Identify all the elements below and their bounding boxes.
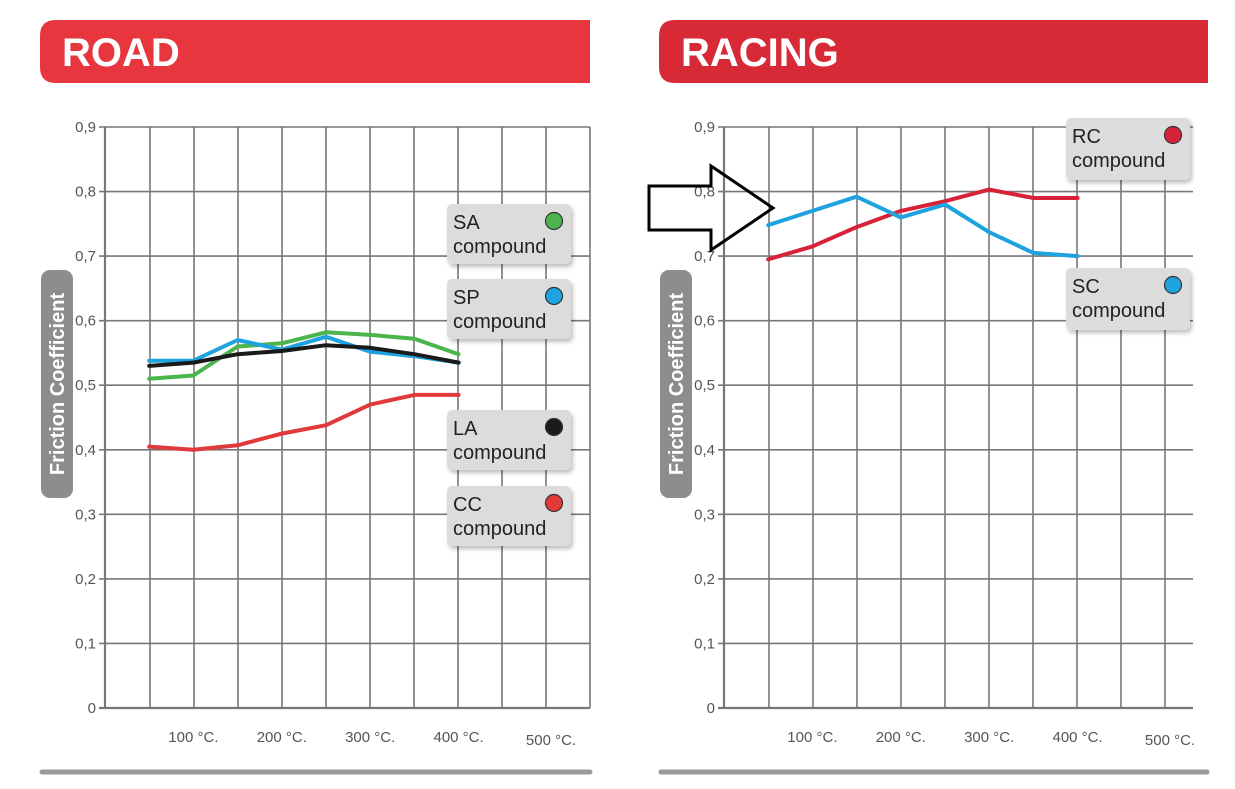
y-tick-label: 0,9 [694, 119, 715, 136]
legend-code: SA [453, 212, 480, 234]
series-group [147, 330, 461, 452]
legend-color-dot [544, 211, 564, 231]
legend-code: SC [1072, 276, 1100, 298]
y-axis-label-pill [41, 270, 73, 498]
y-tick-label: 0,5 [694, 377, 715, 394]
y-tick-label: 0,4 [75, 442, 96, 459]
series-line-la [147, 343, 461, 368]
series-line-sa [147, 330, 461, 381]
series-line-sc [766, 194, 1080, 259]
series-group [766, 187, 1080, 262]
chart-banner: RACING [659, 20, 1208, 83]
legend-word: compound [453, 236, 546, 258]
chart-banner: ROAD [40, 20, 590, 83]
y-tick-label: 0,9 [75, 119, 96, 136]
legend-code: SP [453, 287, 480, 309]
banner-background [659, 20, 1208, 83]
series-line-cc [147, 392, 461, 452]
banner-background [40, 20, 590, 83]
y-axis-label-text: Friction Coefficient [666, 293, 688, 476]
banner-title: RACING [681, 31, 839, 75]
x-tick-label: 400 °C. [1052, 729, 1102, 746]
banner-title: ROAD [62, 31, 180, 75]
legend-card [447, 486, 571, 546]
series-line-sp [147, 334, 461, 365]
legend-word: compound [1072, 150, 1165, 172]
legend-color-dot [544, 417, 564, 437]
legend-code: CC [453, 494, 482, 516]
y-axis-label-pill [660, 270, 692, 498]
y-tick-label: 0,4 [694, 442, 715, 459]
x-tick-label: 100 °C. [787, 729, 837, 746]
right-arrow-icon [647, 163, 776, 253]
legend-code: RC [1072, 126, 1101, 148]
y-axis-label-text: Friction Coefficient [47, 293, 69, 476]
legend-card [447, 279, 571, 339]
legend-color-dot [1163, 275, 1183, 295]
y-axis-label: Friction Coefficient [660, 270, 692, 498]
y-tick-label: 0 [707, 700, 715, 717]
x-tick-label: 200 °C. [876, 729, 926, 746]
legend-color-dot [544, 493, 564, 513]
y-tick-label: 0,3 [694, 506, 715, 523]
y-tick-label: 0,7 [75, 248, 96, 265]
x-tick-label: 400 °C. [433, 729, 483, 746]
y-tick-label: 0,6 [75, 313, 96, 330]
y-tick-label: 0,2 [75, 571, 96, 588]
y-tick-label: 0,8 [75, 184, 96, 201]
legend-word: compound [1072, 300, 1165, 322]
y-tick-label: 0,5 [75, 377, 96, 394]
chart-road: ROAD 0 0,1 0,2 0,3 0,4 0,5 0,6 0,7 0,8 0,9 100 °C. 2… [39, 20, 593, 775]
legend-card [1066, 118, 1190, 180]
y-tick-label: 0,2 [694, 571, 715, 588]
y-tick-label: 0,1 [694, 635, 715, 652]
legend-card [1066, 268, 1190, 330]
x-tick-label: 300 °C. [345, 729, 395, 746]
x-tick-label: 500 °C. [1145, 732, 1195, 749]
x-tick-label: 200 °C. [257, 729, 307, 746]
grid [718, 126, 1193, 710]
legend-word: compound [453, 311, 546, 333]
legend-color-dot [1163, 125, 1183, 145]
y-tick-label: 0 [88, 700, 96, 717]
x-tick-label: 500 °C. [526, 732, 576, 749]
legend-card [447, 204, 571, 264]
y-tick-label: 0,8 [694, 184, 715, 201]
series-line-rc [766, 187, 1080, 262]
x-tick-label: 100 °C. [168, 729, 218, 746]
y-tick-label: 0,1 [75, 635, 96, 652]
y-axis-label: Friction Coefficient [41, 270, 73, 498]
legend-word: compound [453, 442, 546, 464]
y-tick-label: 0,3 [75, 506, 96, 523]
legend-code: LA [453, 418, 478, 440]
x-tick-label: 300 °C. [964, 729, 1014, 746]
legend-card [447, 410, 571, 470]
legend-color-dot [544, 286, 564, 306]
y-tick-label: 0,6 [694, 313, 715, 330]
legend-word: compound [453, 518, 546, 540]
